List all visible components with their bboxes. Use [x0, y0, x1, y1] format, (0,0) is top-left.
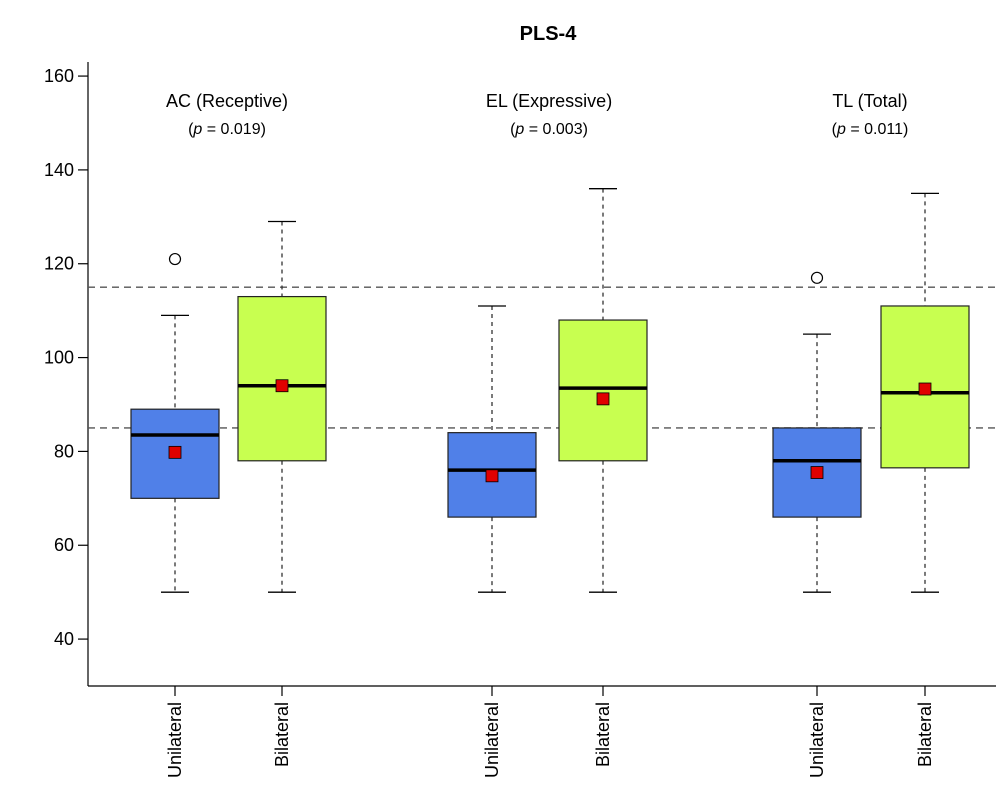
p-value-label: (p = 0.011)	[832, 121, 909, 138]
plot-area: 40 60 80 100 120 140 160 AC (Receptive) (p = 0.0…	[44, 62, 996, 778]
y-tick-label: 40	[54, 629, 74, 649]
mean-marker	[596, 392, 610, 406]
mean-marker	[275, 379, 289, 393]
category-label: Unilateral	[807, 702, 827, 778]
y-tick-label: 120	[44, 254, 74, 274]
group-label: TL (Total)	[832, 91, 907, 111]
y-tick-label: 80	[54, 441, 74, 461]
mean-marker	[485, 469, 499, 483]
y-tick-label: 60	[54, 535, 74, 555]
y-tick-label: 140	[44, 160, 74, 180]
category-label: Unilateral	[165, 702, 185, 778]
y-tick-label: 100	[44, 348, 74, 368]
group-label: EL (Expressive)	[486, 91, 612, 111]
box-bilateral	[558, 319, 648, 462]
outlier-point	[168, 252, 182, 266]
category-label: Bilateral	[272, 702, 292, 767]
chart-title: PLS-4	[520, 23, 578, 45]
outlier-point	[810, 271, 824, 284]
group-label: AC (Receptive)	[166, 91, 288, 111]
p-value-label: (p = 0.003)	[510, 121, 588, 138]
category-label: Bilateral	[915, 702, 935, 767]
mean-marker	[810, 466, 824, 479]
p-value-label: (p = 0.019)	[188, 121, 266, 138]
mean-marker	[168, 445, 182, 459]
y-tick-label: 160	[44, 66, 74, 86]
category-label: Unilateral	[482, 702, 502, 778]
category-label: Bilateral	[593, 702, 613, 767]
box-bilateral	[237, 295, 327, 462]
mean-marker	[918, 382, 932, 396]
